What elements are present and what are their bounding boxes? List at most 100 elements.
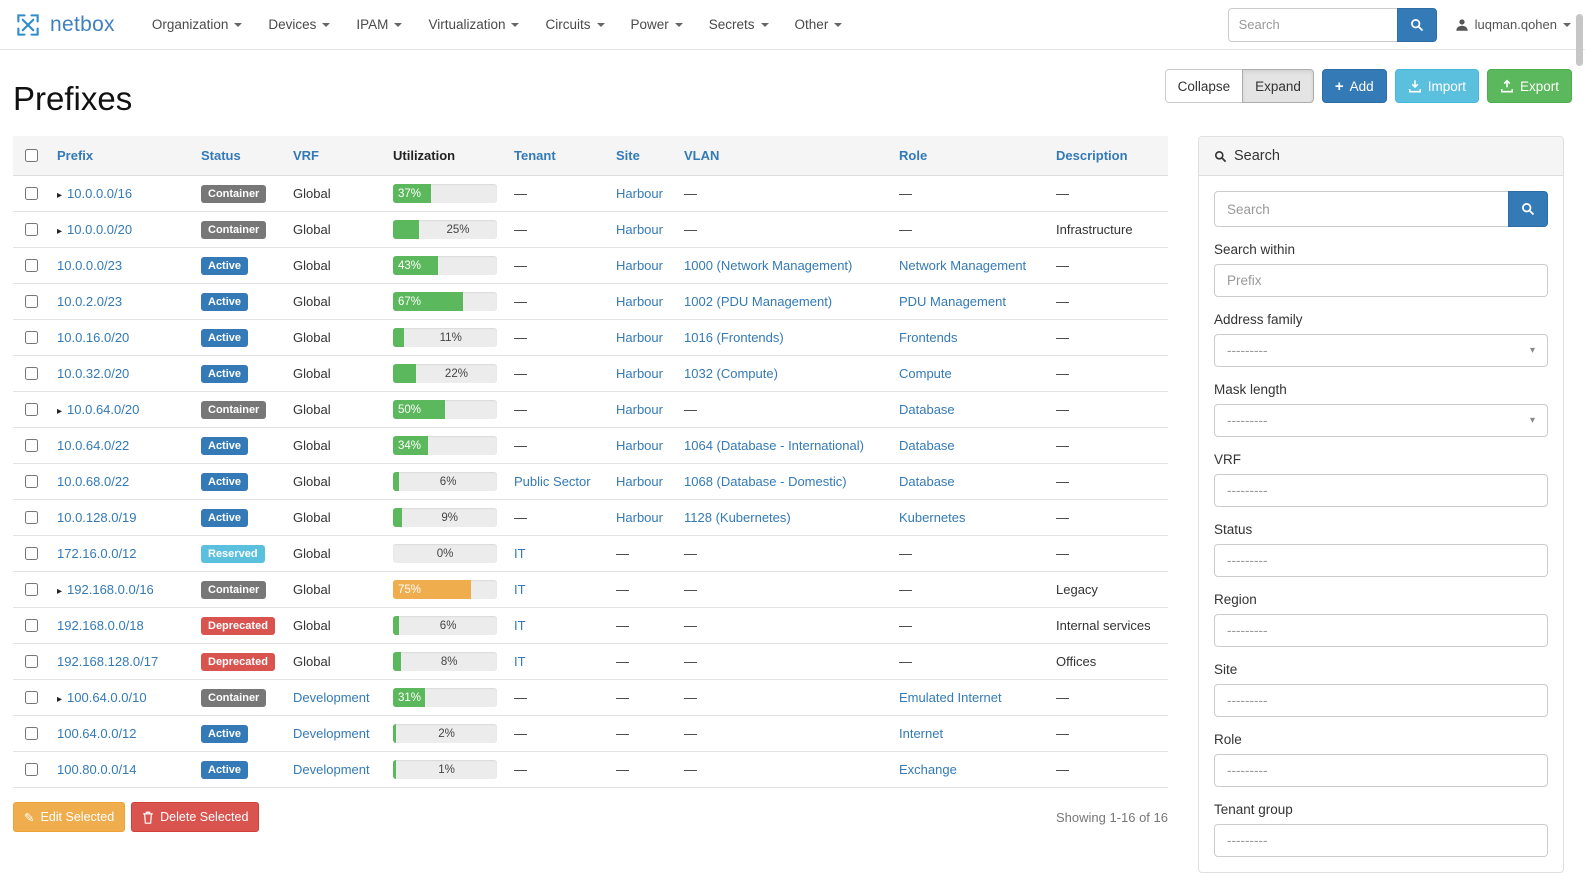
expand-button[interactable]: Expand xyxy=(1242,69,1314,103)
site-link[interactable]: Harbour xyxy=(616,402,663,417)
import-button[interactable]: Import xyxy=(1394,69,1479,103)
filter-select-status[interactable]: --------- xyxy=(1214,544,1548,577)
prefix-link[interactable]: 192.168.0.0/18 xyxy=(57,618,144,633)
site-link[interactable]: Harbour xyxy=(616,258,663,273)
nav-menu-power[interactable]: Power xyxy=(618,0,696,50)
role-link[interactable]: Network Management xyxy=(899,258,1027,273)
column-header-role[interactable]: Role xyxy=(891,136,1048,176)
role-link[interactable]: Database xyxy=(899,474,955,489)
role-link[interactable]: Exchange xyxy=(899,762,957,777)
role-link[interactable]: Compute xyxy=(899,366,952,381)
tenant-link[interactable]: IT xyxy=(514,654,526,669)
row-checkbox[interactable] xyxy=(25,619,38,632)
nav-menu-circuits[interactable]: Circuits xyxy=(532,0,617,50)
column-header-description[interactable]: Description xyxy=(1048,136,1168,176)
nav-menu-other[interactable]: Other xyxy=(782,0,856,50)
prefix-link[interactable]: 10.0.32.0/20 xyxy=(57,366,130,381)
vrf-link[interactable]: Development xyxy=(293,726,370,741)
prefix-link[interactable]: 192.168.0.0/16 xyxy=(67,582,154,597)
export-button[interactable]: Export xyxy=(1486,69,1572,103)
filter-select-site[interactable]: --------- xyxy=(1214,684,1548,717)
site-link[interactable]: Harbour xyxy=(616,330,663,345)
add-button[interactable]: + Add xyxy=(1321,69,1387,103)
nav-menu-virtualization[interactable]: Virtualization xyxy=(415,0,532,50)
vlan-link[interactable]: 1068 (Database - Domestic) xyxy=(684,474,847,489)
vlan-link[interactable]: 1000 (Network Management) xyxy=(684,258,853,273)
row-checkbox[interactable] xyxy=(25,763,38,776)
site-link[interactable]: Harbour xyxy=(616,294,663,309)
row-checkbox[interactable] xyxy=(25,223,38,236)
site-link[interactable]: Harbour xyxy=(616,186,663,201)
row-checkbox[interactable] xyxy=(25,259,38,272)
global-search-input[interactable] xyxy=(1227,7,1398,42)
row-checkbox[interactable] xyxy=(25,511,38,524)
vlan-link[interactable]: 1032 (Compute) xyxy=(684,366,778,381)
delete-selected-button[interactable]: Delete Selected xyxy=(131,802,260,832)
prefix-link[interactable]: 172.16.0.0/12 xyxy=(57,546,137,561)
role-link[interactable]: Internet xyxy=(899,726,944,741)
global-search-button[interactable] xyxy=(1396,7,1437,42)
prefix-link[interactable]: 192.168.128.0/17 xyxy=(57,654,159,669)
row-checkbox[interactable] xyxy=(25,331,38,344)
prefix-link[interactable]: 10.0.64.0/22 xyxy=(57,438,130,453)
collapse-button[interactable]: Collapse xyxy=(1164,69,1244,103)
row-checkbox[interactable] xyxy=(25,475,38,488)
row-checkbox[interactable] xyxy=(25,367,38,380)
row-checkbox[interactable] xyxy=(25,583,38,596)
vlan-link[interactable]: 1016 (Frontends) xyxy=(684,330,784,345)
site-link[interactable]: Harbour xyxy=(616,510,663,525)
netbox-brand[interactable]: netbox xyxy=(14,11,115,39)
role-link[interactable]: PDU Management xyxy=(899,294,1006,309)
prefix-link[interactable]: 100.80.0.0/14 xyxy=(57,762,137,777)
row-expand-icon[interactable]: ▸ xyxy=(57,586,63,597)
role-link[interactable]: Database xyxy=(899,402,955,417)
tenant-link[interactable]: IT xyxy=(514,618,526,633)
column-header-tenant[interactable]: Tenant xyxy=(506,136,608,176)
column-header-site[interactable]: Site xyxy=(608,136,676,176)
vrf-link[interactable]: Development xyxy=(293,762,370,777)
prefix-link[interactable]: 10.0.2.0/23 xyxy=(57,294,123,309)
tenant-link[interactable]: IT xyxy=(514,546,526,561)
row-checkbox[interactable] xyxy=(25,403,38,416)
edit-selected-button[interactable]: ✎ Edit Selected xyxy=(13,802,126,832)
filter-select-mask-length[interactable]: --------- ▾ xyxy=(1214,404,1548,437)
nav-menu-devices[interactable]: Devices xyxy=(255,0,343,50)
site-link[interactable]: Harbour xyxy=(616,474,663,489)
filter-select-role[interactable]: --------- xyxy=(1214,754,1548,787)
prefix-link[interactable]: 10.0.68.0/22 xyxy=(57,474,130,489)
nav-menu-ipam[interactable]: IPAM xyxy=(343,0,415,50)
filter-select-address-family[interactable]: --------- ▾ xyxy=(1214,334,1548,367)
row-checkbox[interactable] xyxy=(25,547,38,560)
row-checkbox[interactable] xyxy=(25,655,38,668)
column-header-vrf[interactable]: VRF xyxy=(285,136,385,176)
row-expand-icon[interactable]: ▸ xyxy=(57,694,63,705)
row-expand-icon[interactable]: ▸ xyxy=(57,226,63,237)
column-header-vlan[interactable]: VLAN xyxy=(676,136,891,176)
prefix-link[interactable]: 100.64.0.0/10 xyxy=(67,690,147,705)
user-menu[interactable]: luqman.qohen xyxy=(1455,17,1571,32)
filter-select-vrf[interactable]: --------- xyxy=(1214,474,1548,507)
site-link[interactable]: Harbour xyxy=(616,222,663,237)
select-all-checkbox[interactable] xyxy=(25,149,38,162)
row-checkbox[interactable] xyxy=(25,439,38,452)
row-checkbox[interactable] xyxy=(25,691,38,704)
vlan-link[interactable]: 1002 (PDU Management) xyxy=(684,294,833,309)
role-link[interactable]: Kubernetes xyxy=(899,510,966,525)
scrollbar-thumb[interactable] xyxy=(1576,14,1583,66)
row-expand-icon[interactable]: ▸ xyxy=(57,406,63,417)
vrf-link[interactable]: Development xyxy=(293,690,370,705)
nav-menu-secrets[interactable]: Secrets xyxy=(696,0,782,50)
prefix-link[interactable]: 10.0.16.0/20 xyxy=(57,330,130,345)
column-header-prefix[interactable]: Prefix xyxy=(49,136,193,176)
vlan-link[interactable]: 1128 (Kubernetes) xyxy=(684,510,791,525)
sidebar-search-input[interactable] xyxy=(1214,191,1509,227)
role-link[interactable]: Emulated Internet xyxy=(899,690,1002,705)
site-link[interactable]: Harbour xyxy=(616,366,663,381)
row-expand-icon[interactable]: ▸ xyxy=(57,190,63,201)
row-checkbox[interactable] xyxy=(25,295,38,308)
prefix-link[interactable]: 100.64.0.0/12 xyxy=(57,726,137,741)
prefix-link[interactable]: 10.0.0.0/20 xyxy=(67,222,133,237)
nav-menu-organization[interactable]: Organization xyxy=(139,0,256,50)
filter-select-tenant-group[interactable]: --------- xyxy=(1214,824,1548,857)
prefix-link[interactable]: 10.0.64.0/20 xyxy=(67,402,140,417)
